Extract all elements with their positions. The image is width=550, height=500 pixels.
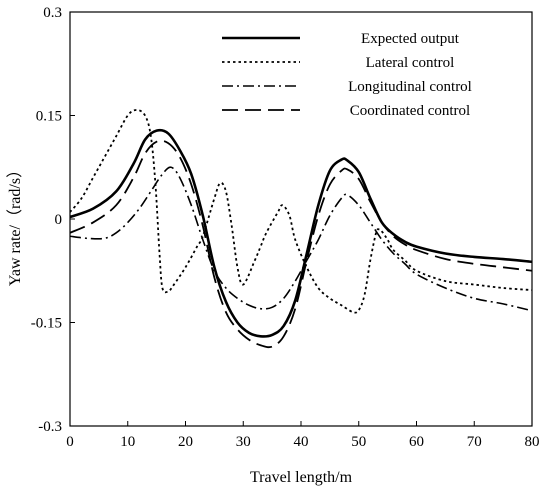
y-tick-label: -0.3: [38, 419, 62, 435]
series-line-longitudinal-control: [70, 166, 532, 312]
x-tick-label: 0: [66, 434, 74, 450]
y-axis-label: Yaw rate/（rad/s）: [6, 162, 24, 286]
plot-frame: [69, 11, 533, 427]
x-tick-label: 30: [236, 434, 251, 450]
x-tick-label: 80: [525, 434, 540, 450]
y-tick-label: 0: [55, 212, 63, 228]
x-tick-label: 60: [409, 434, 424, 450]
legend-label-expected-output: Expected output: [361, 31, 460, 47]
y-axis-ticks: -0.3 -0.15 0 0.15 0.3: [31, 5, 75, 435]
series-line-expected-output: [70, 128, 532, 338]
x-axis-ticks: 0 10 20 30 40 50 60 70 80: [66, 421, 540, 450]
legend-label-coordinated-control: Coordinated control: [350, 103, 470, 119]
series-layer: [70, 109, 532, 349]
x-axis-label: Travel length/m: [250, 469, 353, 486]
legend-label-lateral-control: Lateral control: [366, 55, 455, 71]
x-tick-label: 70: [467, 434, 482, 450]
x-tick-label: 40: [294, 434, 309, 450]
y-tick-label: -0.15: [31, 316, 62, 332]
x-tick-label: 10: [120, 434, 135, 450]
series-line-lateral-control: [70, 109, 532, 314]
series-line-coordinated-control: [70, 139, 532, 349]
x-tick-label: 20: [178, 434, 193, 450]
x-tick-label: 50: [351, 434, 366, 450]
plot-area: [69, 11, 533, 427]
legend-label-longitudinal-control: Longitudinal control: [348, 79, 472, 95]
legend: Expected output Lateral control Longitudin…: [222, 31, 472, 119]
y-tick-label: 0.3: [43, 5, 62, 21]
y-tick-label: 0.15: [36, 109, 62, 125]
